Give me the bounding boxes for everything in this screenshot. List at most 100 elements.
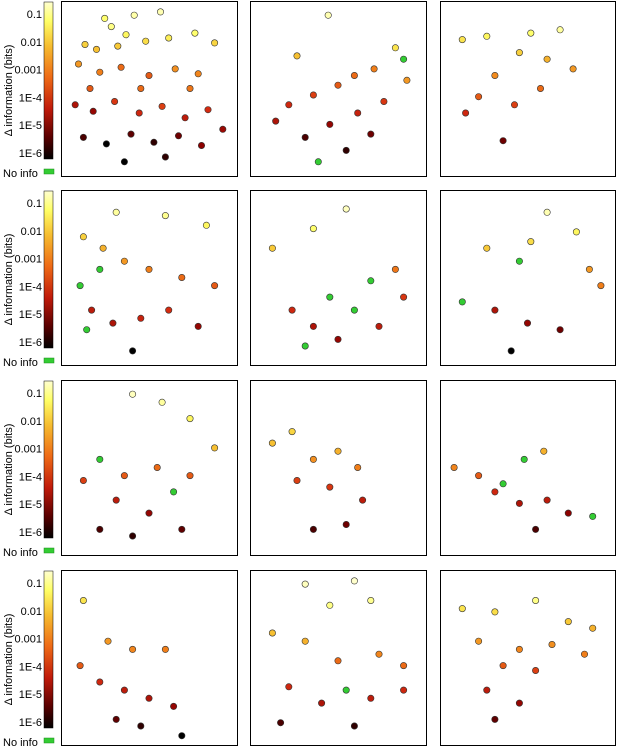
data-point: [135, 109, 143, 117]
data-point: [483, 686, 491, 694]
data-point: [400, 293, 408, 301]
data-point: [186, 415, 194, 423]
colorbar-tick-label: 0.1: [27, 198, 42, 210]
data-point: [170, 488, 178, 496]
data-point: [326, 483, 334, 491]
data-point: [285, 683, 293, 691]
data-point: [309, 525, 317, 533]
data-point: [268, 244, 276, 252]
data-point: [510, 101, 518, 109]
data-point: [515, 645, 523, 653]
data-point: [350, 72, 358, 80]
data-point: [515, 49, 523, 57]
data-point: [375, 322, 383, 330]
data-point: [211, 444, 219, 452]
panel-r1-c1: [250, 190, 427, 366]
data-point: [324, 11, 332, 19]
colorbar-tick-label: 0.01: [21, 416, 42, 428]
data-point: [88, 306, 96, 314]
data-point: [158, 398, 166, 406]
data-point: [515, 499, 523, 507]
data-point: [548, 640, 556, 648]
colorbar-tick-label: 0.1: [27, 9, 42, 21]
data-point: [161, 212, 169, 220]
panel-r2-c2: [440, 380, 616, 556]
data-point: [400, 686, 408, 694]
data-point: [380, 98, 388, 106]
data-point: [112, 496, 120, 504]
data-point: [543, 55, 551, 63]
data-point: [491, 608, 499, 616]
data-point: [515, 699, 523, 707]
data-point: [145, 509, 153, 517]
panel-frame: [61, 190, 238, 366]
data-point: [277, 719, 285, 727]
colorbar-tick-label: 0.001: [14, 634, 42, 646]
data-point: [543, 496, 551, 504]
data-point: [161, 153, 169, 161]
colorbar-tick-label: 1E-5: [19, 689, 42, 701]
data-point: [462, 109, 470, 117]
data-point: [491, 306, 499, 314]
data-point: [150, 138, 158, 146]
data-point: [536, 85, 544, 93]
data-point: [145, 72, 153, 80]
data-point: [93, 45, 101, 53]
data-point: [564, 618, 572, 626]
data-point: [491, 715, 499, 723]
data-point: [350, 577, 358, 585]
data-point: [107, 23, 115, 31]
colorbar: [43, 190, 54, 349]
data-point: [391, 44, 399, 52]
panel-r1-c2: [440, 190, 616, 366]
data-point: [370, 65, 378, 73]
data-point: [81, 40, 89, 48]
panel-r3-c0: [61, 570, 238, 746]
colorbar-tick-label: 0.001: [14, 254, 42, 266]
data-point: [288, 306, 296, 314]
data-point: [161, 645, 169, 653]
data-point: [96, 525, 104, 533]
colorbar-row-2: 0.1 0.01 0.001 1E-4 1E-5 1E-6 Δ information (b…: [3, 380, 55, 559]
data-point: [499, 662, 507, 670]
data-point: [142, 37, 150, 45]
panel-r0-c0: [61, 1, 238, 177]
panel-frame: [440, 190, 616, 366]
data-point: [532, 525, 540, 533]
data-point: [342, 146, 350, 154]
colorbar-tick-label: 1E-6: [19, 148, 42, 160]
data-point: [342, 205, 350, 213]
panel-frame: [250, 1, 427, 177]
colorbar-tick-label: 1E-4: [19, 471, 42, 483]
data-point: [556, 326, 564, 334]
data-point: [89, 107, 97, 115]
data-point: [96, 455, 104, 463]
data-point: [367, 694, 375, 702]
data-point: [288, 428, 296, 436]
colorbar-tick-label: 0.01: [21, 606, 42, 618]
data-point: [194, 70, 202, 78]
data-point: [109, 319, 117, 327]
no-info-label: No info: [3, 737, 38, 748]
data-point: [170, 702, 178, 710]
data-point: [342, 686, 350, 694]
data-point: [540, 447, 548, 455]
data-point: [293, 52, 301, 60]
data-point: [79, 233, 87, 241]
data-point: [543, 208, 551, 216]
data-point: [491, 72, 499, 80]
data-point: [597, 282, 605, 290]
data-point: [178, 525, 186, 533]
data-point: [326, 120, 334, 128]
y-axis-label: Δ information (bits): [3, 614, 15, 706]
panel-r1-c0: [61, 190, 238, 366]
data-point: [112, 715, 120, 723]
data-point: [569, 65, 577, 73]
data-point: [301, 133, 309, 141]
colorbar-row-0: 0.1 0.01 0.001 1E-4 1E-5 1E-6 Δ information (b…: [3, 1, 55, 180]
data-point: [99, 244, 107, 252]
data-point: [211, 282, 219, 290]
data-point: [75, 60, 83, 68]
data-point: [326, 293, 334, 301]
data-point: [527, 238, 535, 246]
